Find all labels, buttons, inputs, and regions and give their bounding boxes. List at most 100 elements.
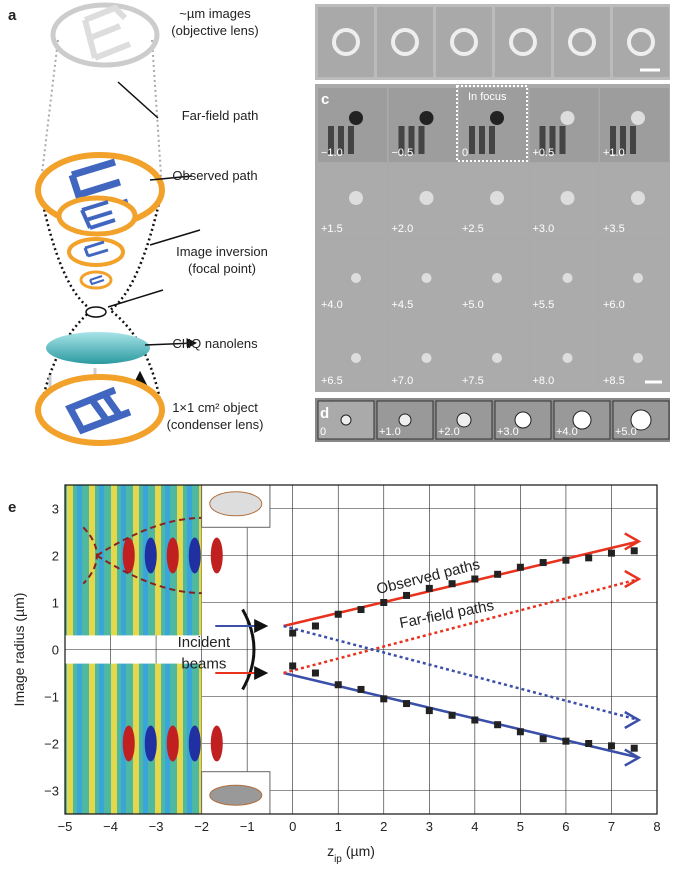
image-feature <box>419 126 425 154</box>
data-point <box>289 630 296 637</box>
data-point <box>380 599 387 606</box>
inset-dome <box>210 492 262 516</box>
annotation: (condenser lens) <box>167 417 264 432</box>
x-tick-label: 1 <box>335 819 342 834</box>
data-point <box>335 611 342 618</box>
image-blob <box>349 191 363 205</box>
image-feature <box>469 126 475 154</box>
x-tick-label: 8 <box>653 819 660 834</box>
image-tile <box>495 7 551 77</box>
image-tile <box>436 7 492 77</box>
data-point <box>358 606 365 613</box>
y-tick-label: −2 <box>44 737 59 752</box>
data-point <box>608 742 615 749</box>
figure: a ~µm images(objective lens)Far-field pa… <box>0 0 675 869</box>
image-blob <box>422 273 432 283</box>
x-tick-label: −4 <box>103 819 118 834</box>
z-label: +1.0 <box>603 147 625 159</box>
z-label: 0 <box>462 147 468 159</box>
data-point <box>380 695 387 702</box>
z-label: −1.0 <box>321 147 343 159</box>
annotation: 1×1 cm² object <box>172 400 258 415</box>
panel-b: b <box>315 4 670 80</box>
data-point <box>562 557 569 564</box>
data-point <box>289 662 296 669</box>
image-feature <box>560 126 566 154</box>
image-blob <box>351 353 361 363</box>
z-label: +2.0 <box>392 223 414 235</box>
image-feature <box>630 126 636 154</box>
image-blob <box>631 191 645 205</box>
field-blob <box>167 726 179 762</box>
image-blob <box>633 353 643 363</box>
field-blob <box>123 726 135 762</box>
annotation: Far-field path <box>182 108 259 123</box>
annotation: (objective lens) <box>171 23 258 38</box>
z-label: +0.5 <box>533 147 555 159</box>
y-tick-label: 2 <box>52 549 59 564</box>
panel-label: e <box>8 499 16 516</box>
data-point <box>585 554 592 561</box>
annotation: CHQ nanolens <box>172 336 258 351</box>
image-tile <box>377 7 433 77</box>
image-tile <box>613 7 669 77</box>
z-label: +7.0 <box>392 375 414 387</box>
x-axis-label-part: ip <box>334 854 342 865</box>
z-label: +3.0 <box>533 223 555 235</box>
image-blob <box>492 273 502 283</box>
data-point <box>562 738 569 745</box>
field-blob <box>189 538 201 574</box>
x-tick-label: 3 <box>426 819 433 834</box>
x-tick-label: 5 <box>517 819 524 834</box>
image-blob <box>492 353 502 363</box>
image-blob <box>420 191 434 205</box>
data-point <box>335 681 342 688</box>
image-blob <box>490 191 504 205</box>
z-label: +2.5 <box>462 223 484 235</box>
image-blob <box>457 413 471 427</box>
data-point <box>540 735 547 742</box>
data-point <box>494 721 501 728</box>
z-label: +4.0 <box>556 426 578 438</box>
z-label: +1.5 <box>321 223 343 235</box>
field-blob <box>145 726 157 762</box>
z-label: +2.0 <box>438 426 460 438</box>
image-tile <box>318 7 374 77</box>
z-label: +5.5 <box>533 299 555 311</box>
data-point <box>403 592 410 599</box>
z-label: −0.5 <box>392 147 414 159</box>
y-tick-label: −1 <box>44 690 59 705</box>
image-blob <box>631 111 645 125</box>
field-blob <box>167 538 179 574</box>
data-point <box>585 740 592 747</box>
data-point <box>449 712 456 719</box>
z-label: +1.0 <box>379 426 401 438</box>
x-tick-label: 7 <box>608 819 615 834</box>
x-axis-label-part: (µm) <box>346 843 375 859</box>
y-tick-label: 0 <box>52 643 59 658</box>
y-tick-label: −3 <box>44 784 59 799</box>
field-blob <box>211 538 223 574</box>
y-tick-label: 1 <box>52 596 59 611</box>
image-blob <box>420 111 434 125</box>
panel-label: c <box>321 91 329 108</box>
x-tick-label: −1 <box>240 819 255 834</box>
image-feature <box>348 126 354 154</box>
z-label: +5.0 <box>462 299 484 311</box>
image-feature <box>479 126 485 154</box>
z-label: +4.0 <box>321 299 343 311</box>
z-label: +8.5 <box>603 375 625 387</box>
image-blob <box>341 415 351 425</box>
image-blob <box>490 111 504 125</box>
annotation: ~µm images <box>179 6 251 21</box>
x-tick-label: 6 <box>562 819 569 834</box>
z-label: +7.5 <box>462 375 484 387</box>
data-point <box>471 576 478 583</box>
annotation: Incident <box>178 634 231 651</box>
annotation: beams <box>181 655 226 672</box>
data-point <box>312 670 319 677</box>
image-blob <box>349 111 363 125</box>
z-label: +5.0 <box>615 426 637 438</box>
y-axis-label: Image radius (µm) <box>11 593 27 707</box>
